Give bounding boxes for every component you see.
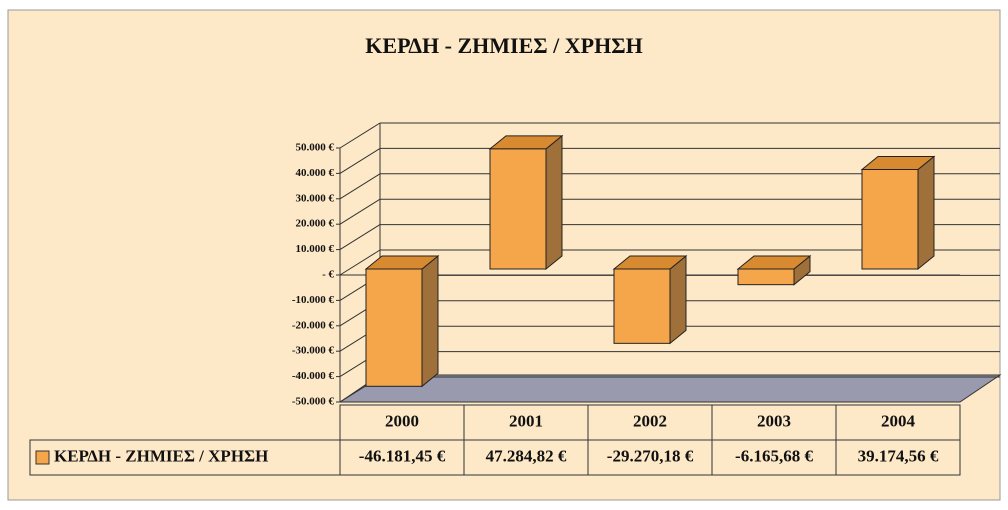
x-tick-label: 2000 bbox=[385, 411, 419, 430]
value-label: 39.174,56 € bbox=[858, 446, 939, 465]
legend-label: ΚΕΡΔΗ - ΖΗΜΙΕΣ / ΧΡΗΣΗ bbox=[54, 446, 268, 465]
x-tick-label: 2002 bbox=[633, 411, 667, 430]
y-tick-label: 20.000 € bbox=[296, 218, 335, 230]
y-tick-label: 50.000 € bbox=[296, 142, 335, 154]
x-tick-label: 2004 bbox=[881, 411, 916, 430]
legend-swatch bbox=[35, 450, 50, 465]
grid-line bbox=[339, 198, 381, 225]
y-tick-label: -50.000 € bbox=[292, 396, 335, 408]
value-label: -6.165,68 € bbox=[735, 446, 813, 465]
y-tick-label: 40.000 € bbox=[296, 167, 335, 179]
y-tick-label: 30.000 € bbox=[296, 192, 335, 204]
grid-line bbox=[339, 173, 381, 200]
bar-side bbox=[545, 134, 563, 271]
grid-line bbox=[339, 122, 381, 149]
x-tick-label: 2001 bbox=[509, 411, 543, 430]
bar-side bbox=[421, 254, 439, 388]
floor bbox=[338, 374, 1002, 403]
y-tick-label: 10.000 € bbox=[296, 243, 335, 255]
y-tick-label: -20.000 € bbox=[292, 319, 335, 331]
bar bbox=[737, 268, 795, 286]
bar bbox=[489, 148, 547, 270]
grid-line bbox=[339, 147, 381, 174]
value-label: 47.284,82 € bbox=[486, 446, 567, 465]
table-border bbox=[29, 439, 961, 476]
bar bbox=[365, 268, 423, 387]
chart-title: ΚΕΡΔΗ - ΖΗΜΙΕΣ / ΧΡΗΣΗ bbox=[365, 33, 642, 58]
x-tick-label: 2003 bbox=[757, 411, 791, 430]
grid-line bbox=[339, 249, 381, 276]
value-label: -29.270,18 € bbox=[607, 446, 694, 465]
bar bbox=[613, 268, 671, 344]
y-tick-label: - € bbox=[322, 269, 334, 281]
y-tick-label: -30.000 € bbox=[292, 345, 335, 357]
grid-line bbox=[339, 224, 381, 251]
y-tick-label: -10.000 € bbox=[292, 294, 335, 306]
bar bbox=[861, 168, 919, 270]
y-tick-label: -40.000 € bbox=[292, 370, 335, 382]
bar-side bbox=[669, 254, 687, 345]
value-label: -46.181,45 € bbox=[359, 446, 446, 465]
bar-side bbox=[917, 155, 935, 271]
